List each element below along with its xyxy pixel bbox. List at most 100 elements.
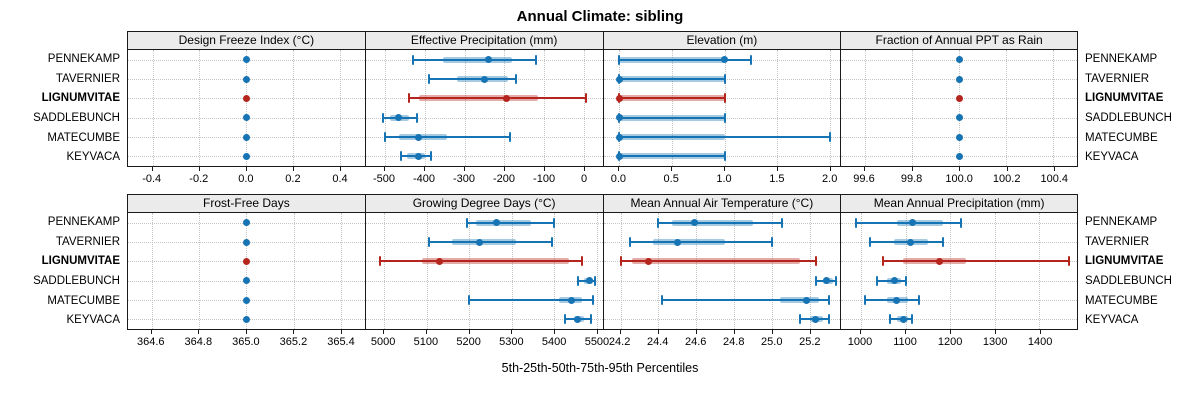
whisker-cap <box>593 275 596 286</box>
axis-tick-label: 364.8 <box>184 336 213 348</box>
median-dot-pennekamp <box>908 219 916 227</box>
axis-tick-label: 365.2 <box>279 336 308 348</box>
panel-title: Mean Annual Air Temperature (°C) <box>630 196 814 210</box>
row-label-lignumvitae: LIGNUMVITAE <box>1085 92 1164 105</box>
row-label-tavernier: TAVERNIER <box>55 235 120 248</box>
iqr-band <box>422 258 570 265</box>
axis-tick-label: 1400 <box>1027 336 1053 348</box>
iqr-band <box>475 219 531 226</box>
median-dot-tavernier <box>242 75 250 83</box>
whisker-line <box>619 97 725 100</box>
whisker-cap <box>591 295 594 305</box>
gridline-v <box>905 213 907 329</box>
axis-tick <box>776 167 778 171</box>
whisker-line <box>412 58 537 61</box>
median-dot-tavernier <box>481 75 489 83</box>
gridline-v <box>658 213 660 329</box>
axis-tick <box>150 330 152 334</box>
row-label-pennekamp: PENNEKAMP <box>1085 215 1158 228</box>
axis-tick <box>618 167 620 171</box>
gridline-v <box>724 50 726 166</box>
gridline-v <box>584 50 586 166</box>
row-label-keyvaca: KEYVACA <box>66 151 120 164</box>
whisker-cap <box>814 275 817 286</box>
axis-tick-label: 5300 <box>499 336 524 348</box>
panel-strip: Frost-Free Days <box>127 194 365 212</box>
gridline-v <box>860 213 862 329</box>
whisker-line <box>620 260 816 263</box>
axis-tick <box>911 167 913 171</box>
axis-tick <box>554 330 556 334</box>
row-label-saddlebunch: SADDLEBUNCH <box>1085 111 1172 124</box>
axis-tick-label: 365.0 <box>232 336 260 348</box>
axis-tick-label: 24.4 <box>646 336 669 348</box>
gridline-h <box>365 319 603 321</box>
median-dot-tavernier <box>955 75 963 83</box>
gridline-h <box>841 300 1077 301</box>
axis-tick <box>829 167 831 171</box>
panel-strip: Design Freeze Index (°C) <box>127 31 365 49</box>
whisker-cap <box>1067 256 1070 267</box>
panel-strip: Fraction of Annual PPT as Rain <box>840 31 1078 49</box>
axis-tick <box>292 167 294 171</box>
gridline-v <box>596 213 598 329</box>
axis-tick-label: 1.0 <box>716 173 732 185</box>
axis-tick-label: 1.5 <box>769 173 785 185</box>
axis-tick <box>511 330 513 334</box>
panel-axis: -500 -400 -300 -200 -100 0 <box>365 167 603 194</box>
panel-plot <box>840 49 1078 167</box>
axis-tick-label: -400 <box>412 173 435 185</box>
axis-tick <box>905 330 907 334</box>
gridline-v <box>671 50 673 166</box>
axis-tick <box>383 330 385 334</box>
row-label-matecumbe: MATECUMBE <box>47 294 120 307</box>
iqr-band <box>903 258 966 265</box>
median-dot-pennekamp <box>955 56 963 64</box>
gridline-v <box>959 50 961 166</box>
row-label-tavernier: TAVERNIER <box>55 72 120 85</box>
panel-axis: -0.4 -0.2 0.0 0.2 0.4 <box>127 167 365 194</box>
axis-tick-label: 0.4 <box>332 173 348 185</box>
iqr-band <box>671 219 754 226</box>
axis-tick <box>151 167 153 171</box>
iqr-band <box>442 56 513 63</box>
x-axis-caption: 5th-25th-50th-75th-95th Percentiles <box>501 361 699 375</box>
iqr-band <box>619 56 725 63</box>
site-labels-right: PENNEKAMP TAVERNIER LIGNUMVITAE SADDLEBUNCH… <box>1078 49 1200 167</box>
axis-tick-label: 5400 <box>541 336 567 348</box>
gridline-v <box>772 213 774 329</box>
iqr-band <box>652 239 725 245</box>
axis-tick-label: 24.8 <box>723 336 745 348</box>
gridline-v <box>544 50 546 166</box>
gridline-h <box>365 280 603 282</box>
axis-tick <box>340 330 342 334</box>
iqr-band <box>418 95 539 102</box>
median-dot-lignumvitae <box>502 94 510 102</box>
axis-tick <box>198 167 200 171</box>
gridline-v <box>777 50 779 166</box>
axis-tick-label: -0.2 <box>189 173 209 185</box>
whisker-cap <box>535 54 538 65</box>
axis-tick <box>695 330 697 334</box>
row-label-saddlebunch: SADDLEBUNCH <box>1085 274 1172 287</box>
whisker-cap <box>904 275 907 286</box>
panel-axis: 1000 1100 1200 1300 1400 <box>840 330 1078 354</box>
iqr-band <box>452 239 517 245</box>
median-dot-pennekamp <box>242 219 250 227</box>
panel-title: Frost-Free Days <box>203 196 290 210</box>
median-dot-lignumvitae <box>955 94 963 102</box>
median-dot-keyvaca <box>415 152 423 160</box>
gridline-v <box>696 213 698 329</box>
axis-tick-label: -200 <box>493 173 516 185</box>
panel-axis: 5000 5100 5200 5300 5400 5500 <box>365 330 609 354</box>
whisker-cap <box>868 237 871 247</box>
whisker-cap <box>466 217 469 228</box>
median-dot-tavernier <box>615 75 623 83</box>
median-dot-keyvaca <box>955 152 963 160</box>
gridline-v <box>504 50 506 166</box>
axis-tick <box>724 167 726 171</box>
row-label-saddlebunch: SADDLEBUNCH <box>33 274 120 287</box>
axis-tick-label: -500 <box>372 173 395 185</box>
gridline-v <box>199 213 201 329</box>
whisker-cap <box>514 74 517 84</box>
